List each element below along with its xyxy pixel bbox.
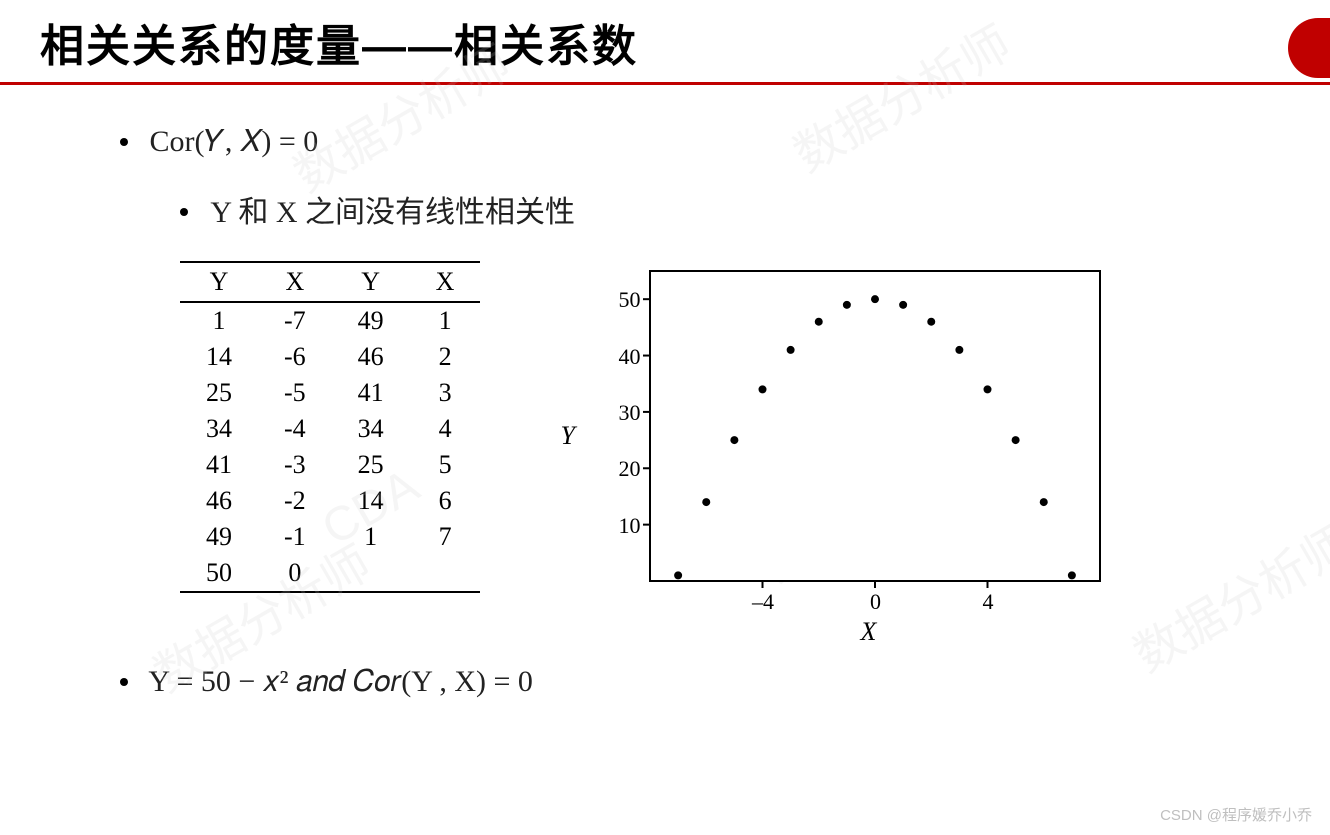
chart-y-axis-label: Y <box>560 421 574 451</box>
bullet-3: Y = 50 − 𝑥² 𝑎𝑛𝑑 𝐶𝑜𝑟(Y , X) = 0 <box>120 665 1270 699</box>
table-cell <box>410 555 481 592</box>
table-row: 1-7491 <box>180 302 480 339</box>
page-title: 相关关系的度量——相关系数 <box>40 10 1290 74</box>
table-cell: 41 <box>180 447 258 483</box>
x-tick-label: 0 <box>855 589 895 615</box>
table-cell: 34 <box>332 411 410 447</box>
table-cell: -7 <box>258 302 332 339</box>
table-cell: 46 <box>180 483 258 519</box>
table-cell: 1 <box>332 519 410 555</box>
bullet-dot-icon <box>180 208 188 216</box>
table-cell: 25 <box>332 447 410 483</box>
table-cell: 49 <box>332 302 410 339</box>
table-header-row: Y X Y X <box>180 262 480 302</box>
bullet-dot-icon <box>120 678 128 686</box>
table-cell: 6 <box>410 483 481 519</box>
table-chart-row: Y X Y X 1-749114-646225-541334-434441-32… <box>180 261 1270 641</box>
bullet-1: Cor(𝑌, 𝑋) = 0 <box>120 125 1270 159</box>
y-tick-label: 30 <box>600 400 640 426</box>
y-tick-label: 40 <box>600 344 640 370</box>
table-cell <box>332 555 410 592</box>
table-cell: 14 <box>332 483 410 519</box>
table-cell: 50 <box>180 555 258 592</box>
table-cell: -5 <box>258 375 332 411</box>
table-cell: 1 <box>180 302 258 339</box>
table-row: 46-2146 <box>180 483 480 519</box>
table-row: 25-5413 <box>180 375 480 411</box>
table-cell: -2 <box>258 483 332 519</box>
col-header: X <box>258 262 332 302</box>
y-tick-label: 20 <box>600 456 640 482</box>
table-cell: 49 <box>180 519 258 555</box>
y-tick-label: 10 <box>600 513 640 539</box>
chart-svg <box>560 261 1120 621</box>
table-cell: -6 <box>258 339 332 375</box>
y-tick-label: 50 <box>600 287 640 313</box>
table-cell: 2 <box>410 339 481 375</box>
table-cell: 5 <box>410 447 481 483</box>
title-bar: 相关关系的度量——相关系数 <box>0 0 1330 82</box>
x-tick-label: –4 <box>743 589 783 615</box>
bullet-2-text: Y 和 X 之间没有线性相关性 <box>210 196 575 229</box>
table-cell: 4 <box>410 411 481 447</box>
table-cell: 0 <box>258 555 332 592</box>
table-cell: -1 <box>258 519 332 555</box>
bullet-1-text: Cor(𝑌, 𝑋) = 0 <box>150 125 319 158</box>
table-cell: 7 <box>410 519 481 555</box>
chart-x-axis-label: X <box>860 617 876 647</box>
table-cell: 1 <box>410 302 481 339</box>
table-row: 500 <box>180 555 480 592</box>
scatter-chart: Y X 1020304050–404 <box>560 261 1120 641</box>
footer-credit: CSDN @程序媛乔小乔 <box>1160 804 1312 825</box>
table-row: 14-6462 <box>180 339 480 375</box>
table-cell: -4 <box>258 411 332 447</box>
table-cell: -3 <box>258 447 332 483</box>
title-rule <box>0 82 1330 85</box>
col-header: X <box>410 262 481 302</box>
table-cell: 46 <box>332 339 410 375</box>
bullet-3-text: Y = 50 − 𝑥² 𝑎𝑛𝑑 𝐶𝑜𝑟(Y , X) = 0 <box>148 665 533 698</box>
table-row: 49-117 <box>180 519 480 555</box>
table-cell: 34 <box>180 411 258 447</box>
table-row: 41-3255 <box>180 447 480 483</box>
table-cell: 14 <box>180 339 258 375</box>
col-header: Y <box>332 262 410 302</box>
x-tick-label: 4 <box>968 589 1008 615</box>
table-cell: 41 <box>332 375 410 411</box>
bullet-2: Y 和 X 之间没有线性相关性 <box>180 187 1270 231</box>
bullet-dot-icon <box>120 138 128 146</box>
content-area: Cor(𝑌, 𝑋) = 0 Y 和 X 之间没有线性相关性 Y X Y X 1-… <box>0 125 1330 699</box>
table-body: 1-749114-646225-541334-434441-325546-214… <box>180 302 480 592</box>
table-row: 34-4344 <box>180 411 480 447</box>
table-cell: 25 <box>180 375 258 411</box>
table-cell: 3 <box>410 375 481 411</box>
data-table: Y X Y X 1-749114-646225-541334-434441-32… <box>180 261 480 593</box>
col-header: Y <box>180 262 258 302</box>
